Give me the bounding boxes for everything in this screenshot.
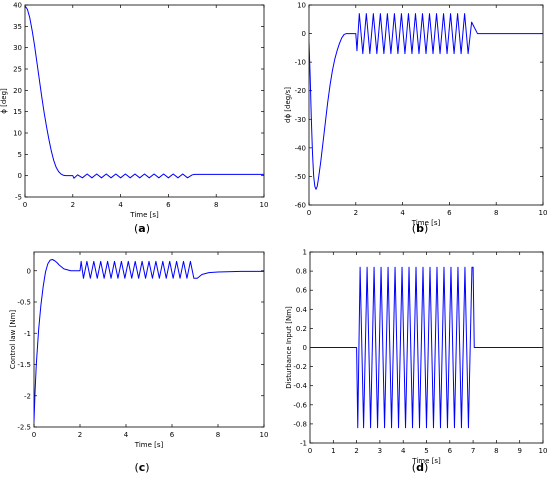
x-tick-label: 6 [166,201,171,209]
subfigure-caption: (d) [412,461,428,474]
y-tick-label: -60 [295,202,306,210]
plot-area [33,251,265,428]
subfigure-caption: (c) [134,461,149,474]
y-axis-label: Control law [Nm] [9,310,17,369]
chart-4: 0 1 2 3 4 5 6 7 8 9 10 -1 -0.8 -0.6 -0.4 -0.2 0 0.2 0.4 0.6… [285,249,547,475]
y-tick-label: -2.5 [17,424,31,432]
x-tick-label: 0 [32,431,36,439]
x-axis-label: Time [s] [129,211,159,219]
y-axis-label: Disturbance Input [Nm] [285,306,293,389]
x-axis-label: Time [s] [411,457,441,465]
x-tick-label: 9 [517,447,521,455]
series-line [309,13,543,190]
x-tick-label: 7 [471,447,475,455]
y-tick-label: 1 [303,249,307,257]
x-tick-label: 4 [118,201,123,209]
x-axis-label: Time [s] [134,441,164,449]
plot-area [24,4,265,198]
x-tick-label: 10 [539,209,548,217]
y-axis-label: dϕ [deg/s] [284,87,292,123]
y-tick-label: -1 [24,330,31,338]
plot-area [308,4,544,206]
y-tick-label: -20 [295,87,306,95]
x-tick-label: 1 [331,447,335,455]
x-tick-label: 4 [401,447,406,455]
x-tick-label: 2 [354,447,358,455]
y-tick-label: -5 [15,194,22,202]
y-tick-label: -40 [295,144,306,152]
y-tick-label: -0.8 [293,420,307,428]
x-tick-label: 0 [23,201,27,209]
x-tick-label: 8 [494,447,498,455]
x-tick-label: 8 [216,431,220,439]
series-line [25,5,264,179]
y-tick-label: -0.5 [17,299,31,307]
series-line [310,266,543,429]
x-tick-label: 10 [260,201,269,209]
x-tick-label: 5 [424,447,428,455]
y-tick-label: 15 [13,108,22,116]
y-tick-label: -0.4 [293,382,307,390]
x-tick-label: 4 [124,431,129,439]
y-tick-label: 40 [13,2,22,10]
x-tick-label: 4 [400,209,405,217]
x-tick-label: 2 [354,209,358,217]
y-tick-label: 0.2 [296,325,307,333]
subfigure-caption: (a) [134,222,150,235]
y-tick-label: -1.5 [17,361,31,369]
y-tick-label: 0.8 [296,268,307,276]
y-tick-label: -0.6 [293,401,307,409]
y-tick-label: -2 [24,392,31,400]
subfigure-caption: (b) [412,222,428,235]
x-tick-label: 10 [539,447,548,455]
y-tick-label: 0.6 [296,287,308,295]
y-tick-label: -0.2 [293,363,307,371]
x-tick-label: 0 [308,447,312,455]
y-tick-label: -1 [300,440,307,448]
y-tick-label: 10 [297,2,306,10]
y-tick-label: -50 [295,173,306,181]
y-axis-label: ϕ [deg] [0,88,8,114]
y-tick-label: 30 [13,44,22,52]
x-axis-label: Time [s] [411,219,441,227]
x-tick-label: 8 [214,201,218,209]
x-tick-label: 0 [307,209,311,217]
y-tick-label: 35 [13,23,22,31]
x-tick-label: 2 [78,431,82,439]
y-tick-label: 0 [27,267,31,275]
x-tick-label: 8 [494,209,498,217]
x-tick-label: 6 [448,447,453,455]
y-tick-label: 0 [18,172,22,180]
y-tick-label: -30 [295,116,306,124]
x-tick-label: 2 [71,201,75,209]
y-tick-label: 20 [13,87,22,95]
y-tick-label: 25 [13,66,22,74]
y-tick-label: 5 [18,151,22,159]
x-tick-label: 10 [260,431,269,439]
series-line [34,259,264,421]
chart-3: 0 2 4 6 8 10 -2.5 -2 -1.5 -1 -0.5 0 Time [s] Control … [9,251,269,474]
y-tick-label: 0 [303,344,307,352]
chart-2: 0 2 4 6 8 10 -60 -50 -40 -30 -20 -10 0 10 Time [s] dϕ [… [284,2,547,236]
x-tick-label: 6 [447,209,452,217]
x-tick-label: 3 [378,447,382,455]
y-tick-label: 10 [13,130,22,138]
y-tick-label: 0.4 [296,306,308,314]
y-tick-label: -10 [295,59,306,67]
x-tick-label: 6 [170,431,175,439]
y-tick-label: 0 [302,30,306,38]
